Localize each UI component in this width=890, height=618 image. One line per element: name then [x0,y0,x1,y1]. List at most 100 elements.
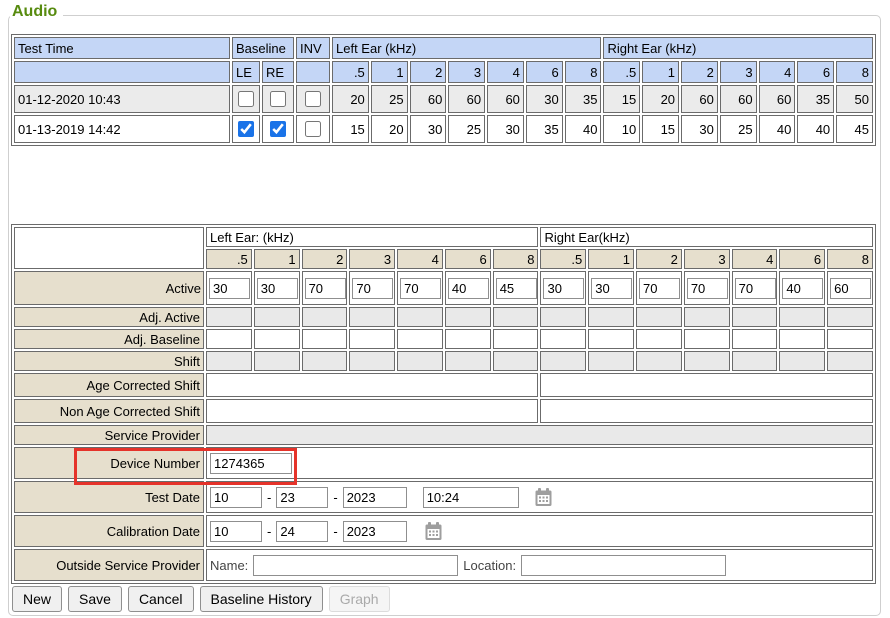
test-date-day-input[interactable] [276,486,329,508]
threshold-cell: 35 [564,85,602,113]
baseline-le-checkbox[interactable] [238,121,254,138]
threshold-cell: 15 [332,115,369,143]
threshold-cell: 15 [642,115,680,143]
threshold-cell: 30 [487,115,524,143]
button-bar: New Save Cancel Baseline History Graph [12,586,390,612]
test-time-input[interactable] [422,486,519,508]
adj-active-label: Adj. Active [14,307,204,327]
threshold-cell: 25 [370,85,408,113]
freq-header: .5 [540,249,587,269]
freq-header: 4 [487,61,524,83]
active-input[interactable] [639,277,681,299]
freq-header: 6 [525,61,563,83]
threshold-cell: 30 [525,85,563,113]
active-input[interactable] [782,277,824,299]
test-date-month-input[interactable] [210,486,262,508]
non-age-corrected-right-cell [540,399,873,423]
active-input[interactable] [734,277,776,299]
freq-header: 3 [349,249,396,269]
freq-header: 6 [797,61,835,83]
active-input[interactable] [304,277,346,299]
baseline-le-checkbox[interactable] [238,91,254,108]
calendar-icon[interactable] [423,521,444,542]
calibration-date-month-input[interactable] [210,520,262,542]
active-input[interactable] [591,277,633,299]
test-time-header: Test Time [14,37,230,59]
calibration-date-label: Calibration Date [14,515,204,547]
baseline-header: Baseline [232,37,294,59]
threshold-cell: 40 [758,115,796,143]
freq-header: 1 [253,249,300,269]
left-ear-header: Left Ear: (kHz) [206,227,539,247]
checkbox-cell [232,115,260,143]
non-age-corrected-shift-label: Non Age Corrected Shift [14,399,204,423]
threshold-cell: 25 [448,115,486,143]
device-number-label: Device Number [14,447,204,479]
freq-header: 2 [301,249,348,269]
active-input[interactable] [400,277,442,299]
active-input[interactable] [352,277,394,299]
threshold-cell: 15 [603,85,641,113]
checkbox-cell [232,85,260,113]
active-input[interactable] [495,277,537,299]
non-age-corrected-shift-row: Non Age Corrected Shift [14,399,873,423]
outside-provider-name-input[interactable] [253,554,459,576]
inv-checkbox[interactable] [305,121,321,138]
calibration-date-day-input[interactable] [276,520,329,542]
active-input[interactable] [686,277,728,299]
checkbox-cell [262,115,294,143]
freq-header: 8 [827,249,873,269]
new-button[interactable]: New [12,586,63,612]
history-header-row-2: LE RE .5 1 2 3 4 6 8 .5 1 2 3 4 6 8 [14,61,873,83]
calendar-icon[interactable] [533,487,554,508]
calibration-date-year-input[interactable] [342,520,407,542]
active-input[interactable] [256,277,298,299]
freq-header: 6 [444,249,491,269]
age-corrected-shift-row: Age Corrected Shift [14,373,873,397]
active-row: Active [14,271,873,305]
device-number-input[interactable] [210,452,292,474]
outside-provider-location-input[interactable] [521,554,727,576]
freq-header: 4 [758,61,796,83]
threshold-cell: 35 [525,115,563,143]
right-ear-header: Right Ear(kHz) [540,227,873,247]
threshold-cell: 40 [564,115,602,143]
cancel-button[interactable]: Cancel [127,586,194,612]
active-input[interactable] [830,277,872,299]
freq-header: 2 [681,61,718,83]
freq-header: .5 [332,61,369,83]
freq-header: 8 [564,61,602,83]
test-time-cell: 01-12-2020 10:43 [14,85,230,113]
le-header: LE [232,61,260,83]
baseline-history-button[interactable]: Baseline History [199,586,323,612]
save-button[interactable]: Save [68,586,122,612]
shift-label: Shift [14,351,204,371]
history-row: 01-13-2019 14:42 15 20 30 25 30 35 40 10… [14,115,873,143]
freq-header: 1 [588,249,635,269]
calibration-date-row: Calibration Date - - [14,515,873,547]
name-label: Name: [210,557,249,573]
freq-header: 8 [492,249,539,269]
threshold-cell: 50 [836,85,873,113]
threshold-cell: 40 [797,115,835,143]
date-separator: - [333,523,338,539]
graph-button: Graph [328,586,390,612]
test-date-year-input[interactable] [342,486,407,508]
threshold-cell: 30 [409,115,447,143]
left-ear-header: Left Ear (kHz) [332,37,602,59]
checkbox-cell [296,115,330,143]
service-provider-label: Service Provider [14,425,204,445]
active-input[interactable] [543,277,585,299]
audio-legend: Audio [10,3,64,21]
inv-checkbox[interactable] [305,91,321,108]
baseline-re-checkbox[interactable] [270,91,286,108]
freq-header: 1 [370,61,408,83]
empty-header-cell [14,61,230,83]
checkbox-cell [262,85,294,113]
baseline-re-checkbox[interactable] [270,121,286,138]
device-number-row: Device Number [14,447,873,479]
active-input[interactable] [209,277,250,299]
threshold-cell: 20 [642,85,680,113]
threshold-cell: 60 [409,85,447,113]
active-input[interactable] [447,277,489,299]
